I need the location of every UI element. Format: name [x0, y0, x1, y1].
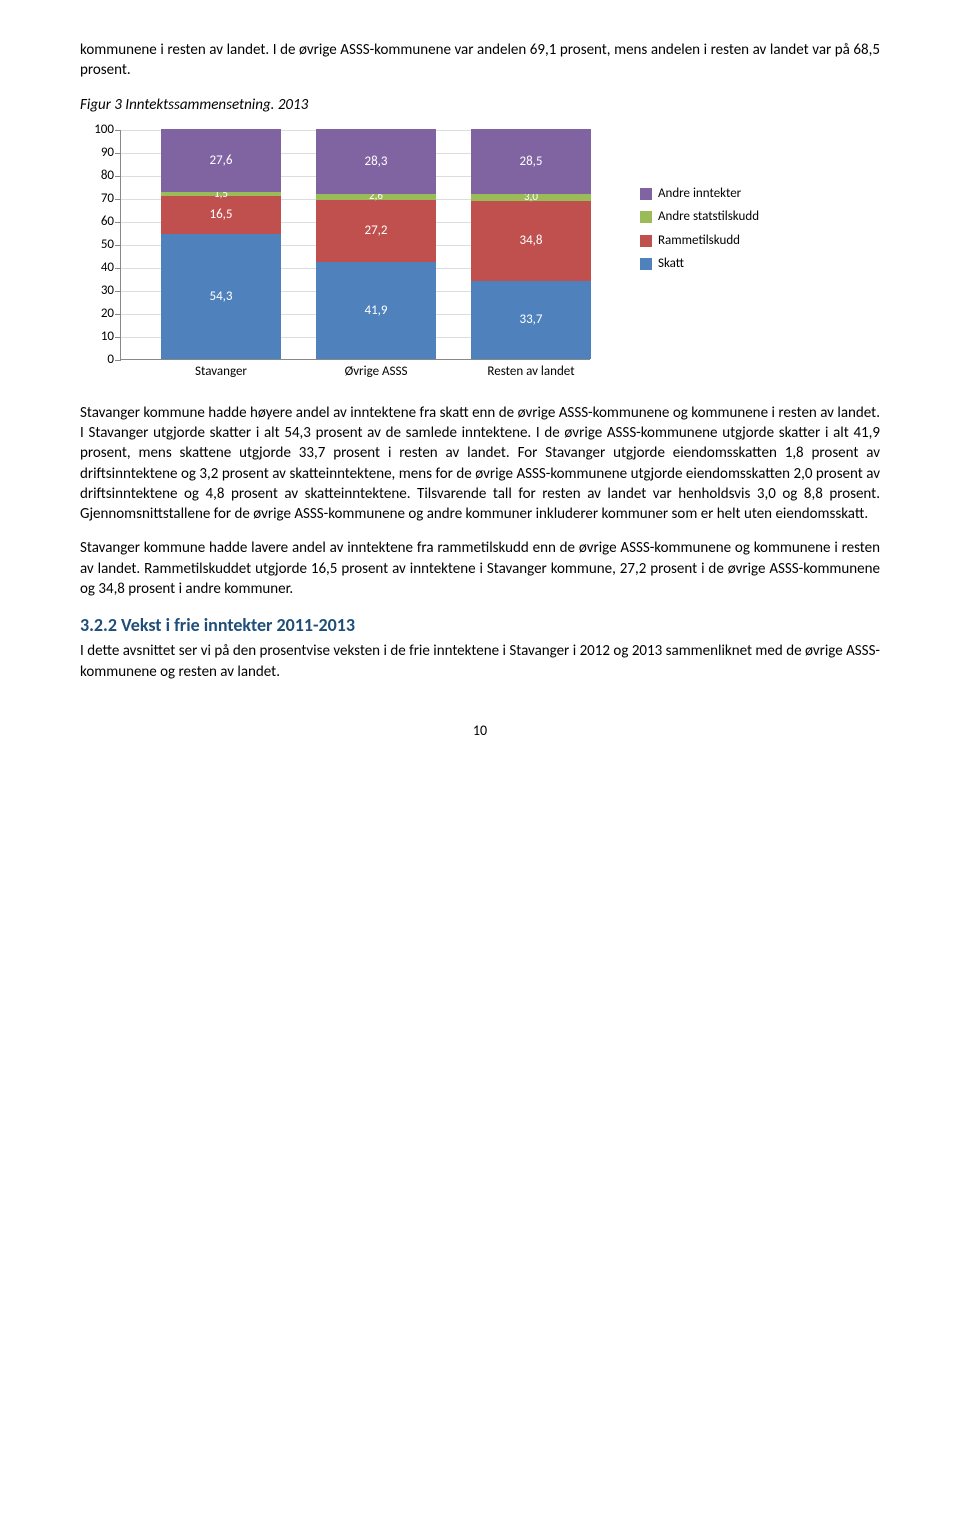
tick	[115, 314, 121, 315]
tick	[115, 245, 121, 246]
body-paragraph-1: Stavanger kommune hadde høyere andel av …	[80, 403, 880, 525]
y-axis-label: 100	[80, 121, 114, 139]
tick	[115, 153, 121, 154]
bar-segment: 27,2	[316, 200, 436, 263]
bar-segment: 34,8	[471, 201, 591, 281]
bar-segment: 33,7	[471, 281, 591, 359]
y-axis-label: 20	[80, 305, 114, 323]
bar-group: 33,734,83,028,5Resten av landet	[471, 130, 591, 359]
y-axis-label: 0	[80, 351, 114, 369]
tick	[115, 337, 121, 338]
y-axis-label: 80	[80, 167, 114, 185]
section-heading: 3.2.2 Vekst i frie inntekter 2011-2013	[80, 613, 880, 637]
bar-segment: 28,5	[471, 129, 591, 195]
tick	[115, 291, 121, 292]
legend-label: Rammetilskudd	[658, 232, 740, 250]
bar-segment: 16,5	[161, 196, 281, 234]
tick	[115, 360, 121, 361]
bar-group: 54,316,51,527,6Stavanger	[161, 130, 281, 359]
y-axis-label: 90	[80, 144, 114, 162]
legend-swatch	[640, 211, 652, 223]
legend-swatch	[640, 235, 652, 247]
bar-segment: 54,3	[161, 234, 281, 359]
plot-area: 54,316,51,527,6Stavanger 41,927,22,628,3Ø…	[120, 130, 590, 360]
bar-group: 41,927,22,628,3Øvrige ASSS	[316, 130, 436, 359]
tick	[115, 268, 121, 269]
bar-segment: 3,0	[471, 194, 591, 201]
bar-segment: 28,3	[316, 129, 436, 194]
legend-item: Andre statstilskudd	[640, 208, 759, 226]
category-label: Øvrige ASSS	[316, 359, 436, 381]
category-label: Resten av landet	[471, 359, 591, 381]
tick	[115, 130, 121, 131]
legend-swatch	[640, 258, 652, 270]
tick	[115, 222, 121, 223]
tick	[115, 199, 121, 200]
stacked-bar-chart: 54,316,51,527,6Stavanger41,927,22,628,3Ø…	[80, 125, 610, 385]
bar-segment: 27,6	[161, 129, 281, 192]
legend-label: Andre inntekter	[658, 185, 741, 203]
legend-item: Andre inntekter	[640, 185, 759, 203]
y-axis-label: 40	[80, 259, 114, 277]
tick	[115, 176, 121, 177]
y-axis-label: 50	[80, 236, 114, 254]
legend-swatch	[640, 188, 652, 200]
y-axis-label: 30	[80, 282, 114, 300]
figure-caption: Figur 3 Inntektssammensetning. 2013	[80, 95, 880, 115]
legend-label: Andre statstilskudd	[658, 208, 759, 226]
legend: Andre inntekter Andre statstilskudd Rammet…	[640, 125, 759, 385]
bar-segment: 1,5	[161, 192, 281, 195]
page-number: 10	[80, 722, 880, 741]
legend-label: Skatt	[658, 255, 684, 273]
y-axis-label: 70	[80, 190, 114, 208]
legend-item: Rammetilskudd	[640, 232, 759, 250]
bar-segment: 2,6	[316, 194, 436, 200]
y-axis-label: 10	[80, 328, 114, 346]
legend-item: Skatt	[640, 255, 759, 273]
after-heading-paragraph: I dette avsnittet ser vi på den prosentv…	[80, 641, 880, 682]
chart-container: 54,316,51,527,6Stavanger41,927,22,628,3Ø…	[80, 125, 880, 385]
intro-paragraph: kommunene i resten av landet. I de øvrig…	[80, 40, 880, 81]
body-paragraph-2: Stavanger kommune hadde lavere andel av …	[80, 538, 880, 599]
category-label: Stavanger	[161, 359, 281, 381]
bar-segment: 41,9	[316, 262, 436, 358]
y-axis-label: 60	[80, 213, 114, 231]
